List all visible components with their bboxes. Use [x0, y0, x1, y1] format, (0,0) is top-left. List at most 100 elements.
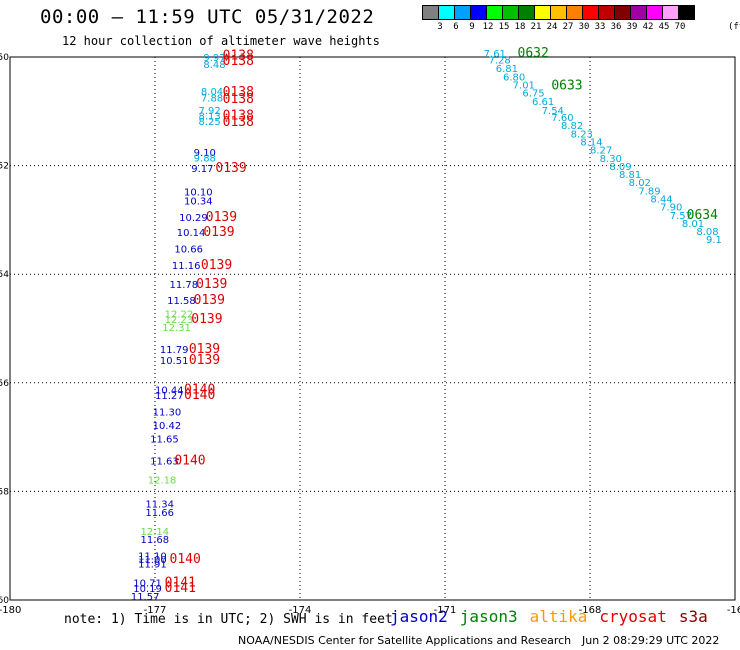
pass-time-label: 0138: [223, 92, 254, 107]
x-tick-label: -174: [289, 605, 312, 616]
legend-swatch-label: 9: [469, 22, 475, 32]
x-tick-label: -171: [434, 605, 457, 616]
pass-time-label: 0633: [551, 79, 582, 94]
credit-text: NOAA/NESDIS Center for Satellite Applica…: [238, 634, 572, 647]
legend-unit: (ft): [728, 22, 740, 32]
legend-swatch-label: 42: [642, 22, 654, 32]
pass-time-label: 0634: [687, 208, 718, 223]
pass-time-label: 0141: [165, 575, 196, 590]
wave-height-label: 8.48: [203, 60, 225, 71]
legend-swatch-label: 45: [658, 22, 670, 32]
footer-note: note: 1) Time is in UTC; 2) SWH is in fe…: [64, 612, 393, 627]
satellite-label-cryosat: cryosat: [599, 607, 667, 626]
wave-height-label: 10.42: [153, 421, 182, 432]
map-frame: [9, 56, 736, 601]
pass-time-label: 0140: [184, 383, 215, 398]
wave-height-label: 10.29: [179, 213, 208, 224]
legend-swatch-label: 24: [546, 22, 558, 32]
wave-height-label: 11.00: [138, 555, 167, 566]
pass-time-label: 0140: [170, 552, 201, 567]
legend-swatch-label: 27: [562, 22, 574, 32]
wave-height-label: 6.75: [522, 89, 544, 100]
pass-time-label: 0141: [165, 581, 196, 596]
pass-time-label: 0139: [191, 312, 222, 327]
satellite-label-s3a: s3a: [678, 607, 708, 626]
wave-height-label: 12.18: [148, 475, 177, 486]
wave-height-label: 10.51: [160, 356, 189, 367]
wave-height-label: 11.68: [141, 535, 170, 546]
wave-height-label: 11.65: [150, 435, 179, 446]
pass-time-label: 0138: [223, 108, 254, 123]
wave-height-label: 9.1: [706, 235, 722, 246]
wave-height-label: 11.30: [153, 407, 182, 418]
color-legend: [422, 5, 695, 20]
wave-height-label: 8.01: [682, 219, 704, 230]
pass-time-label: 0139: [201, 258, 232, 273]
y-tick-label: -50: [0, 53, 9, 63]
x-tick-label: -16: [727, 605, 740, 616]
wave-height-label: 9.10: [194, 148, 216, 159]
pass-time-label: 0138: [223, 54, 254, 69]
wave-height-label: 11.91: [138, 559, 167, 570]
wave-height-label: 8.09: [609, 162, 631, 173]
wave-height-label: 7.54: [542, 106, 564, 117]
pass-time-label: 0138: [223, 85, 254, 100]
wave-height-label: 11.27: [155, 391, 184, 402]
pass-time-label: 0139: [189, 353, 220, 368]
wave-height-label: 8.82: [561, 121, 583, 132]
wave-height-label: 11.34: [145, 500, 174, 511]
wave-height-label: 11.66: [145, 508, 174, 519]
wave-height-label: 10.44: [155, 386, 184, 397]
wave-height-label: 7.61: [484, 49, 506, 60]
x-tick-label: -180: [0, 605, 21, 616]
legend-swatch-label: 18: [514, 22, 526, 32]
y-tick-label: -54: [0, 270, 9, 280]
wave-height-label: 6.61: [532, 97, 554, 108]
pass-time-label: 0140: [184, 388, 215, 403]
wave-height-label: 7.89: [638, 186, 660, 197]
pass-time-label: 0632: [518, 46, 549, 61]
wave-height-label: 10.71: [133, 578, 162, 589]
wave-height-label: 11.79: [160, 345, 189, 356]
wave-height-label: 8.14: [580, 138, 602, 149]
wave-height-label: 8.30: [600, 154, 622, 165]
wave-height-label: 6.80: [503, 72, 525, 83]
satellite-legend: jason2 jason3 altika cryosat s3a: [390, 607, 720, 626]
wave-height-label: 8.44: [650, 195, 672, 206]
wave-height-label: 11.63: [150, 456, 179, 467]
wave-height-label: 9.97: [203, 53, 225, 64]
wave-height-label: 11.58: [167, 296, 196, 307]
wave-height-label: 8.27: [590, 146, 612, 157]
legend-swatch-label: 39: [626, 22, 638, 32]
wave-height-label: 10.19: [133, 584, 162, 595]
legend-swatch-label: 33: [594, 22, 606, 32]
wave-height-label: 6.81: [496, 64, 518, 75]
wave-height-label: 10.34: [184, 197, 213, 208]
wave-height-label: 8.81: [619, 170, 641, 181]
wave-height-label: 7.92: [199, 106, 221, 117]
legend-swatch-label: 70: [674, 22, 686, 32]
x-tick-label: -168: [579, 605, 602, 616]
pass-time-label: 0139: [194, 293, 225, 308]
pass-time-label: 0139: [215, 161, 246, 176]
wave-height-label: 7.01: [513, 80, 535, 91]
wave-height-label: 11.16: [172, 261, 201, 272]
wave-height-label: 11.57: [131, 592, 160, 603]
wave-height-label: 9.88: [194, 153, 216, 164]
wave-height-label: 7.57: [670, 211, 692, 222]
wave-height-label: 7.90: [660, 203, 682, 214]
pass-time-label: 0138: [223, 49, 254, 64]
pass-time-label: 0139: [189, 342, 220, 357]
legend-swatch-label: 12: [482, 22, 494, 32]
y-tick-label: -58: [0, 487, 9, 497]
y-tick-label: -52: [0, 162, 9, 172]
page-title: 00:00 — 11:59 UTC 05/31/2022: [40, 6, 375, 28]
legend-swatch-label: 15: [498, 22, 510, 32]
wave-height-label: 12.31: [162, 323, 191, 334]
wave-height-label: 8.23: [571, 129, 593, 140]
page-subtitle: 12 hour collection of altimeter wave hei…: [62, 34, 380, 48]
wave-height-label: 10.66: [174, 244, 203, 255]
y-tick-label: -60: [0, 596, 9, 606]
wave-height-label: 7.28: [489, 56, 511, 67]
